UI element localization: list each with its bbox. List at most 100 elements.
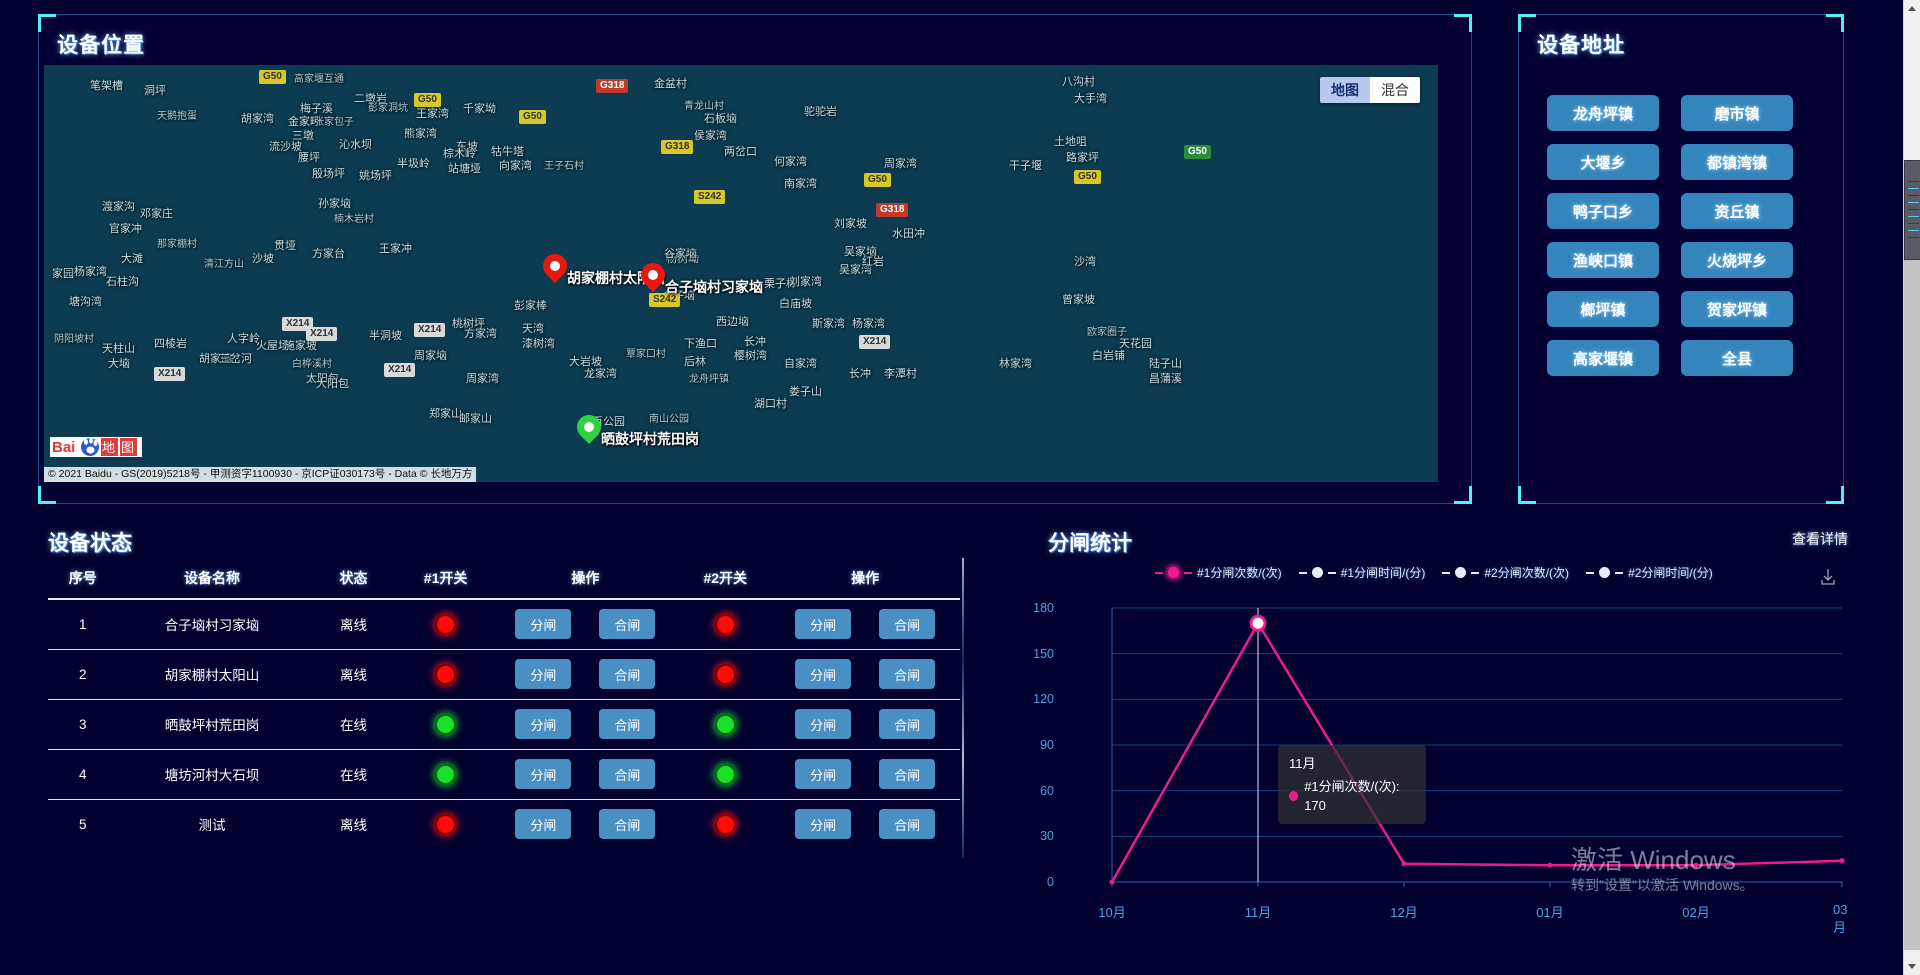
address-button-5[interactable]: 资丘镇 (1681, 193, 1793, 229)
address-button-4[interactable]: 鸭子口乡 (1547, 193, 1659, 229)
open-switch-button[interactable]: 分闸 (795, 659, 852, 689)
corner-bracket-bottom-left (38, 486, 56, 504)
close-switch-button[interactable]: 合闸 (879, 659, 936, 689)
open-switch-button[interactable]: 分闸 (515, 609, 572, 640)
address-button-9[interactable]: 贺家坪镇 (1681, 291, 1793, 327)
close-switch-button[interactable]: 合闸 (879, 759, 936, 789)
cell-device-name: 测试 (117, 798, 307, 849)
cell-operations-2: 分闸 合闸 (770, 748, 960, 799)
corner-bracket-top-left (1518, 14, 1536, 32)
map-type-hybrid[interactable]: 混合 (1370, 77, 1420, 103)
map-marker-pin[interactable]: 合子垴村习家垴 (636, 258, 763, 295)
data-point[interactable] (1547, 862, 1553, 868)
address-button-3[interactable]: 都镇湾镇 (1681, 144, 1793, 180)
open-switch-button[interactable]: 分闸 (795, 609, 852, 640)
open-switch-button[interactable]: 分闸 (515, 809, 572, 840)
road-shield: G318 (596, 79, 629, 93)
view-details-link[interactable]: 查看详情 (1792, 531, 1848, 547)
download-icon[interactable] (1818, 567, 1838, 587)
page-scrollbar[interactable] (1903, 0, 1920, 975)
close-switch-button[interactable]: 合闸 (599, 659, 656, 689)
tooltip-series-value: #1分闸次数/(次): 170 (1304, 779, 1400, 813)
scrollbar-track[interactable] (1904, 160, 1920, 950)
map-place-label: 高家堰互通 (294, 74, 344, 85)
data-point[interactable] (1249, 614, 1267, 632)
close-switch-button[interactable]: 合闸 (879, 709, 936, 739)
chart-legend[interactable]: #1分闸次数/(次) #1分闸时间/(分) #2分闸次数/(次) #2分闸时间/(分) (1155, 564, 1713, 581)
legend-dash-icon (1615, 571, 1624, 574)
address-button-1[interactable]: 磨市镇 (1681, 95, 1793, 131)
table-row: 1 合子垴村习家垴 离线 分闸 合闸 分闸 合闸 (48, 598, 960, 649)
cell-state: 离线 (306, 648, 401, 699)
legend-label: #1分闸时间/(分) (1340, 566, 1426, 580)
chart-gridlines (1112, 607, 1842, 883)
data-point[interactable] (1693, 862, 1699, 868)
close-switch-button[interactable]: 合闸 (599, 809, 656, 840)
legend-item-2[interactable]: #2分闸次数/(次) (1442, 564, 1569, 581)
data-point[interactable] (1401, 861, 1407, 867)
map-place-label: 三墩 (292, 130, 314, 142)
legend-label: #1分闸次数/(次) (1197, 566, 1282, 580)
data-point[interactable] (1839, 858, 1845, 864)
open-switch-button[interactable]: 分闸 (795, 759, 852, 789)
address-button-6[interactable]: 渔峡口镇 (1547, 242, 1659, 278)
map-place-label: 周家湾 (884, 158, 917, 170)
data-point[interactable] (1109, 879, 1115, 885)
address-button-10[interactable]: 高家堰镇 (1547, 340, 1659, 376)
map-type-switch[interactable]: 地图 混合 (1320, 77, 1420, 103)
device-address-title: 设备地址 (1537, 34, 1625, 57)
y-tick-label: 30 (1040, 829, 1054, 844)
map-place-label: 大阳包 (316, 378, 349, 390)
map-place-label: 湖口村 (754, 398, 787, 410)
column-header-3: #1开关 (423, 570, 468, 586)
map-place-label: 太阳包 (306, 373, 339, 385)
switch-1-status-lamp (435, 613, 457, 635)
map-place-label: 胡家湾 (241, 113, 274, 125)
close-switch-button[interactable]: 合闸 (879, 609, 936, 640)
tooltip-series-dot (1289, 791, 1299, 801)
cell-switch-1 (400, 748, 491, 799)
map-place-label: 刘家湾 (789, 276, 822, 288)
map-place-label: 楠木岩村 (334, 214, 374, 225)
table-header-row: 序号 设备名称 状态 #1开关 操作 #2开关 操作 (48, 560, 960, 599)
map-place-label: 方家台 (312, 248, 345, 260)
scrollbar-thumb[interactable] (1904, 160, 1920, 260)
close-switch-button[interactable]: 合闸 (599, 759, 656, 789)
baidu-map[interactable]: 笔架槽 洞坪 天鹅抱蛋 胡家湾 高家堰互通 梅子溪 二墩岩 金家畔 三墩 张家包子 彭家洞坑 王家湾千… (44, 65, 1438, 482)
scrollbar-up-arrow[interactable] (1904, 0, 1920, 17)
cell-operations-2: 分闸 合闸 (770, 598, 960, 649)
open-switch-button[interactable]: 分闸 (795, 709, 852, 739)
legend-dash-icon (1327, 571, 1336, 574)
close-switch-button[interactable]: 合闸 (599, 609, 656, 640)
open-switch-button[interactable]: 分闸 (795, 809, 852, 840)
x-tick-label: 10月 (1098, 905, 1126, 920)
baidu-logo: Bai 地 图 (50, 437, 142, 457)
map-place-label: 杨家湾 (852, 318, 885, 330)
y-tick-label: 120 (1033, 692, 1054, 707)
map-type-normal[interactable]: 地图 (1320, 77, 1370, 103)
address-button-0[interactable]: 龙舟坪镇 (1547, 95, 1659, 131)
map-place-label: 陆子山 (1149, 358, 1182, 370)
map-place-label: 侯家湾 (694, 130, 727, 142)
address-button-2[interactable]: 大堰乡 (1547, 144, 1659, 180)
address-button-8[interactable]: 榔坪镇 (1547, 291, 1659, 327)
legend-item-1[interactable]: #1分闸时间/(分) (1298, 564, 1426, 581)
legend-item-3[interactable]: #2分闸时间/(分) (1586, 564, 1713, 581)
close-switch-button[interactable]: 合闸 (599, 709, 656, 739)
map-marker-pin[interactable]: 晒鼓坪村荒田岗 (572, 410, 699, 447)
map-marker-pin[interactable]: 胡家棚村太阳山 (538, 249, 665, 286)
open-switch-button[interactable]: 分闸 (515, 659, 572, 689)
map-place-label: 土地咀 (1054, 136, 1087, 148)
close-switch-button[interactable]: 合闸 (879, 809, 936, 840)
map-place-label: 欧家圈子 (1087, 327, 1127, 338)
address-button-11[interactable]: 全县 (1681, 340, 1793, 376)
scrollbar-down-arrow[interactable] (1904, 958, 1920, 975)
cell-operations-2: 分闸 合闸 (770, 698, 960, 749)
map-place-label: 昌蒲溪 (1149, 373, 1182, 385)
map-place-label: 李潭村 (884, 368, 917, 380)
open-switch-button[interactable]: 分闸 (515, 709, 572, 739)
address-button-7[interactable]: 火烧坪乡 (1681, 242, 1793, 278)
legend-item-0[interactable]: #1分闸次数/(次) (1155, 564, 1282, 581)
open-switch-button[interactable]: 分闸 (515, 759, 572, 789)
